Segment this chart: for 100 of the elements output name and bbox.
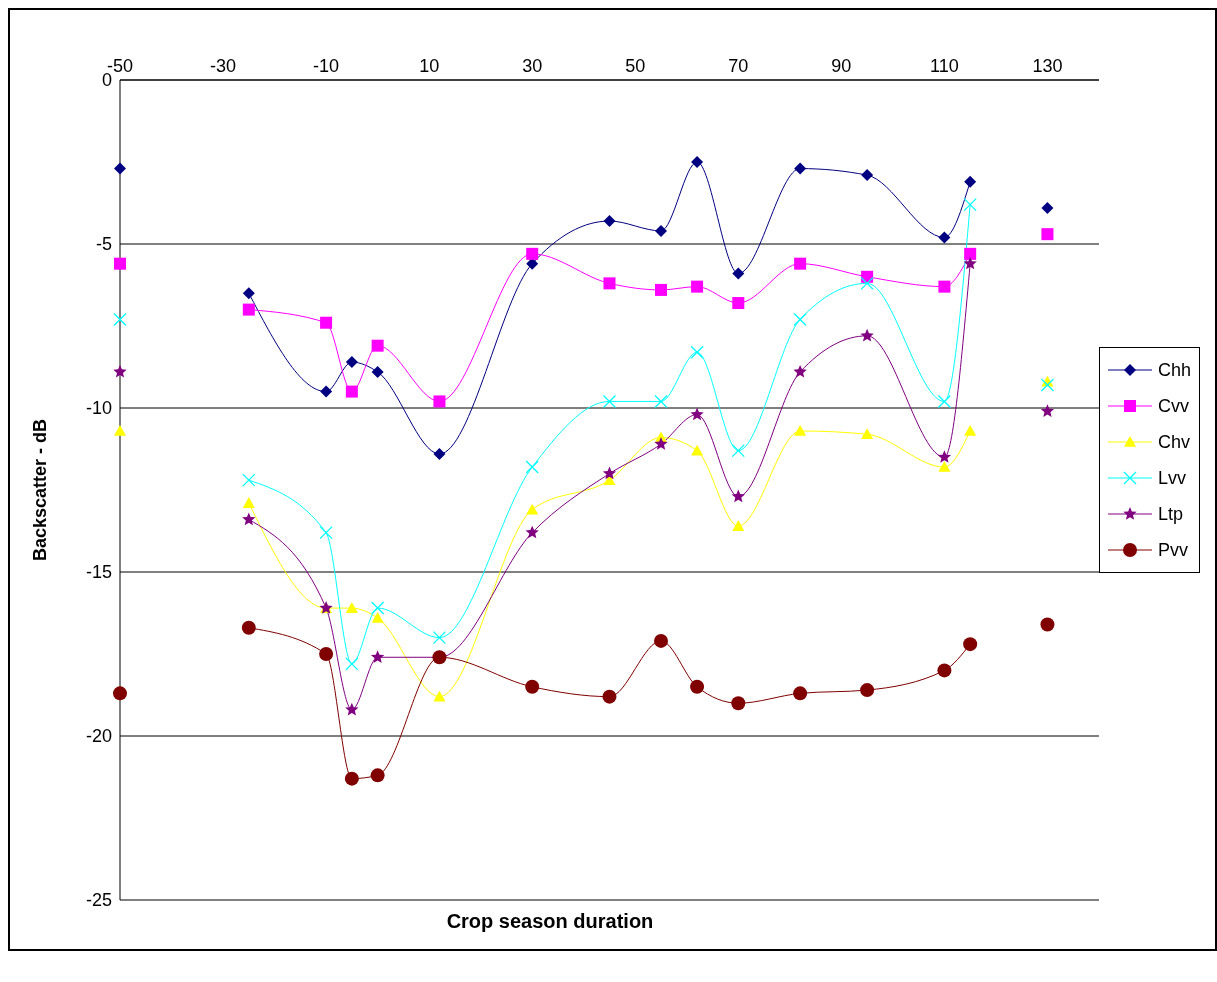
y-tick-label: -25 — [85, 890, 112, 911]
point — [690, 407, 704, 421]
point — [345, 356, 358, 369]
y-tick-label: -5 — [95, 234, 112, 255]
point — [731, 443, 745, 458]
point — [793, 686, 808, 701]
point — [242, 287, 255, 300]
y-tick-label: -10 — [85, 398, 112, 419]
point — [937, 394, 952, 409]
point — [242, 303, 255, 316]
point — [345, 657, 359, 671]
point — [242, 497, 255, 508]
x-tick-label: -30 — [210, 56, 237, 76]
point — [319, 647, 334, 661]
legend-label: Cvv — [1157, 395, 1189, 417]
x-tick-label: 10 — [419, 56, 440, 76]
point — [793, 312, 807, 327]
point — [794, 162, 807, 175]
x-tick-label: 90 — [831, 56, 852, 76]
point — [654, 394, 668, 409]
x-tick-label: 130 — [1032, 56, 1063, 76]
point — [602, 466, 617, 480]
point — [732, 267, 745, 280]
x-tick-label: 70 — [728, 56, 749, 76]
point — [937, 450, 952, 463]
point — [655, 283, 668, 296]
point — [345, 602, 358, 613]
point — [345, 702, 359, 716]
point — [860, 683, 875, 698]
x-tick-label: 110 — [930, 56, 959, 76]
legend-label: Lvv — [1157, 467, 1186, 489]
point — [602, 394, 617, 409]
point — [938, 280, 951, 293]
point — [433, 447, 446, 460]
point — [861, 428, 874, 440]
point — [603, 215, 616, 228]
x-tick-label: -10 — [313, 56, 340, 76]
point — [860, 328, 874, 342]
point — [241, 620, 256, 635]
legend-label: Pvv — [1157, 539, 1188, 561]
point — [654, 437, 668, 450]
legend-label: Chv — [1157, 431, 1190, 453]
point — [731, 489, 745, 503]
point — [691, 156, 704, 168]
point — [1041, 228, 1054, 241]
point — [242, 473, 256, 487]
point — [371, 365, 384, 378]
legend-label: Ltp — [1157, 503, 1183, 525]
point — [938, 231, 951, 244]
point — [654, 633, 669, 648]
point — [963, 197, 977, 212]
point — [964, 247, 977, 260]
point — [432, 630, 447, 645]
point — [113, 312, 127, 327]
point — [114, 162, 126, 175]
point — [242, 512, 256, 526]
point — [732, 520, 745, 531]
point — [603, 277, 616, 290]
point — [319, 525, 333, 540]
y-tick-label: -15 — [85, 562, 112, 583]
x-axis-title: Crop season duration — [445, 910, 655, 934]
y-tick-label: 0 — [101, 70, 112, 91]
point — [433, 690, 446, 702]
point — [113, 364, 127, 378]
point — [525, 460, 539, 474]
legend-label: Chh — [1157, 359, 1191, 381]
point — [1040, 378, 1055, 392]
point — [794, 257, 807, 270]
point — [1040, 404, 1055, 417]
point — [344, 771, 359, 786]
point — [937, 663, 952, 678]
point — [731, 696, 746, 711]
y-tick-label: -20 — [85, 726, 112, 747]
point — [655, 224, 668, 237]
point — [371, 339, 384, 352]
point — [371, 611, 384, 623]
point — [370, 601, 385, 615]
point — [691, 444, 704, 456]
point — [526, 503, 539, 515]
point — [691, 280, 704, 293]
point — [938, 461, 951, 472]
point — [320, 316, 333, 329]
point — [526, 247, 539, 260]
point — [525, 679, 540, 694]
point — [525, 525, 539, 539]
x-tick-label: 50 — [625, 56, 646, 76]
point — [370, 768, 385, 783]
point — [602, 689, 617, 704]
point — [690, 679, 705, 694]
point — [690, 345, 704, 359]
point — [320, 385, 333, 398]
point — [963, 637, 978, 652]
point — [433, 395, 446, 408]
point — [861, 169, 874, 182]
point — [793, 364, 807, 378]
point — [1040, 617, 1055, 632]
point — [794, 424, 807, 436]
point — [964, 175, 977, 188]
point — [964, 424, 977, 436]
point — [1041, 201, 1054, 214]
